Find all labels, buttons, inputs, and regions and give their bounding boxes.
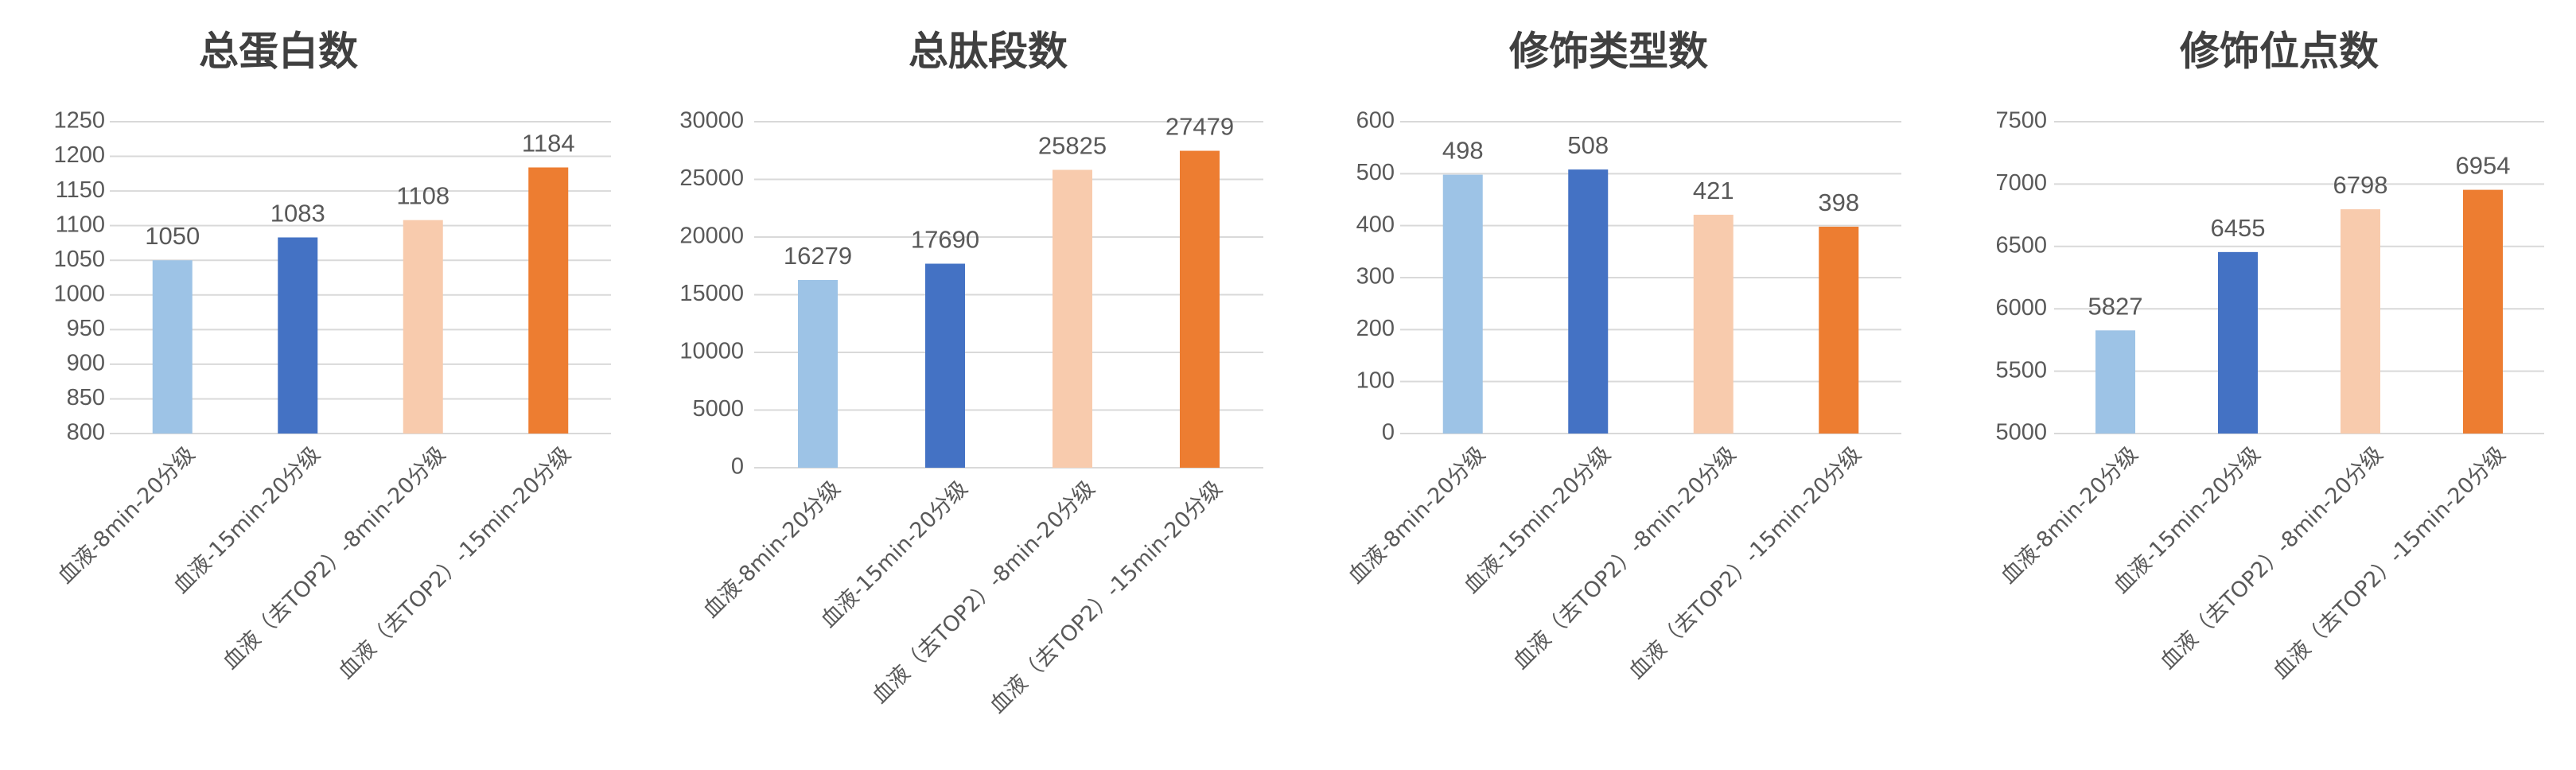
data-label: 421: [1693, 177, 1734, 204]
bar: [1442, 174, 1483, 434]
y-tick-label: 1100: [56, 212, 105, 237]
category-label: 血液（去TOP2）-15min-20分级: [985, 476, 1227, 718]
bar: [152, 260, 193, 434]
data-label: 6954: [2456, 152, 2511, 180]
y-tick-label: 10000: [679, 339, 744, 364]
bar: [2095, 330, 2135, 434]
bar: [1819, 226, 1859, 434]
y-tick-label: 15000: [679, 281, 744, 306]
bar: [1568, 169, 1609, 434]
bar: [2341, 209, 2380, 434]
data-label: 508: [1567, 131, 1609, 159]
y-tick-label: 0: [1382, 420, 1395, 445]
bar: [278, 237, 318, 434]
y-tick-label: 1150: [56, 177, 105, 203]
y-tick-label: 1200: [53, 142, 105, 168]
data-label: 16279: [784, 242, 852, 270]
y-tick-label: 800: [67, 420, 105, 445]
category-label: 血液（去TOP2）-15min-20分级: [333, 442, 575, 684]
category-label: 血液（去TOP2）-8min-20分级: [1508, 442, 1741, 675]
chart-4: 修饰位点数 5000 5500 6000 6500 7000 7500 5827 血液-8min…: [1995, 29, 2544, 684]
y-tick-label: 5500: [1995, 357, 2047, 383]
category-label: 血液-8min-20分级: [1344, 442, 1491, 589]
y-tick-label: 7500: [1995, 108, 2047, 134]
data-label: 5827: [2088, 292, 2143, 320]
y-tick-label: 1250: [53, 108, 105, 134]
y-tick-label: 1050: [53, 247, 105, 272]
bar: [925, 263, 965, 468]
y-tick-label: 20000: [679, 224, 744, 249]
y-tick-label: 6500: [1995, 232, 2047, 258]
y-tick-label: 900: [67, 351, 105, 376]
data-label: 1184: [522, 129, 575, 157]
chart-3: 修饰类型数 0 100 200 300 400 500 600 498 血液-8min-20分级 5…: [1344, 29, 1901, 684]
category-label: 血液-8min-20分级: [698, 476, 846, 624]
y-tick-label: 6000: [1995, 295, 2047, 321]
chart-title: 总肽段数: [909, 29, 1068, 75]
bar: [528, 167, 569, 434]
bar: [2218, 251, 2258, 434]
bar: [2463, 189, 2503, 434]
data-label: 6455: [2211, 214, 2266, 242]
chart-2: 总肽段数 0 5000 10000 15000 20000 25000 30000 16279 血…: [679, 29, 1263, 718]
data-label: 27479: [1165, 113, 1234, 141]
y-tick-label: 300: [1356, 264, 1395, 290]
category-label: 血液-8min-20分级: [1996, 442, 2143, 589]
y-tick-label: 1000: [53, 281, 105, 306]
data-label: 6798: [2333, 171, 2388, 199]
bar: [1693, 214, 1734, 434]
y-tick-label: 850: [67, 385, 105, 410]
data-label: 1083: [270, 199, 325, 227]
y-tick-label: 5000: [1995, 420, 2047, 445]
data-label: 25825: [1038, 132, 1107, 160]
bar: [403, 220, 443, 434]
chart-title: 修饰位点数: [2180, 29, 2379, 75]
y-tick-label: 500: [1356, 160, 1395, 185]
y-tick-label: 7000: [1995, 170, 2047, 196]
bar: [1180, 150, 1220, 468]
y-tick-label: 600: [1356, 108, 1395, 134]
y-tick-label: 30000: [679, 108, 744, 134]
chart-title: 修饰类型数: [1509, 29, 1708, 75]
y-tick-label: 400: [1356, 212, 1395, 237]
y-tick-label: 25000: [679, 165, 744, 191]
y-tick-label: 100: [1356, 368, 1395, 393]
y-tick-label: 200: [1356, 316, 1395, 341]
category-label: 血液（去TOP2）-8min-20分级: [867, 476, 1099, 709]
category-label: 血液（去TOP2）-8min-20分级: [2155, 442, 2387, 675]
data-label: 1050: [145, 222, 200, 250]
bar: [798, 279, 838, 468]
chart-title: 总蛋白数: [199, 29, 358, 75]
category-label: 血液-8min-20分级: [53, 442, 200, 589]
chart-1: 总蛋白数 800 850 900 950 1000 1050 1100 1150 1200 1250…: [53, 29, 611, 684]
data-label: 1108: [396, 182, 449, 210]
category-label: 血液（去TOP2）-15min-20分级: [2268, 442, 2510, 684]
y-tick-label: 0: [731, 454, 744, 480]
data-label: 498: [1442, 137, 1484, 165]
y-tick-label: 950: [67, 316, 105, 341]
bar: [1053, 169, 1092, 468]
data-label: 17690: [911, 225, 979, 253]
data-label: 398: [1818, 189, 1859, 216]
y-tick-label: 5000: [692, 396, 744, 422]
category-label: 血液（去TOP2）-15min-20分级: [1624, 442, 1866, 684]
category-label: 血液（去TOP2）-8min-20分级: [218, 442, 450, 675]
